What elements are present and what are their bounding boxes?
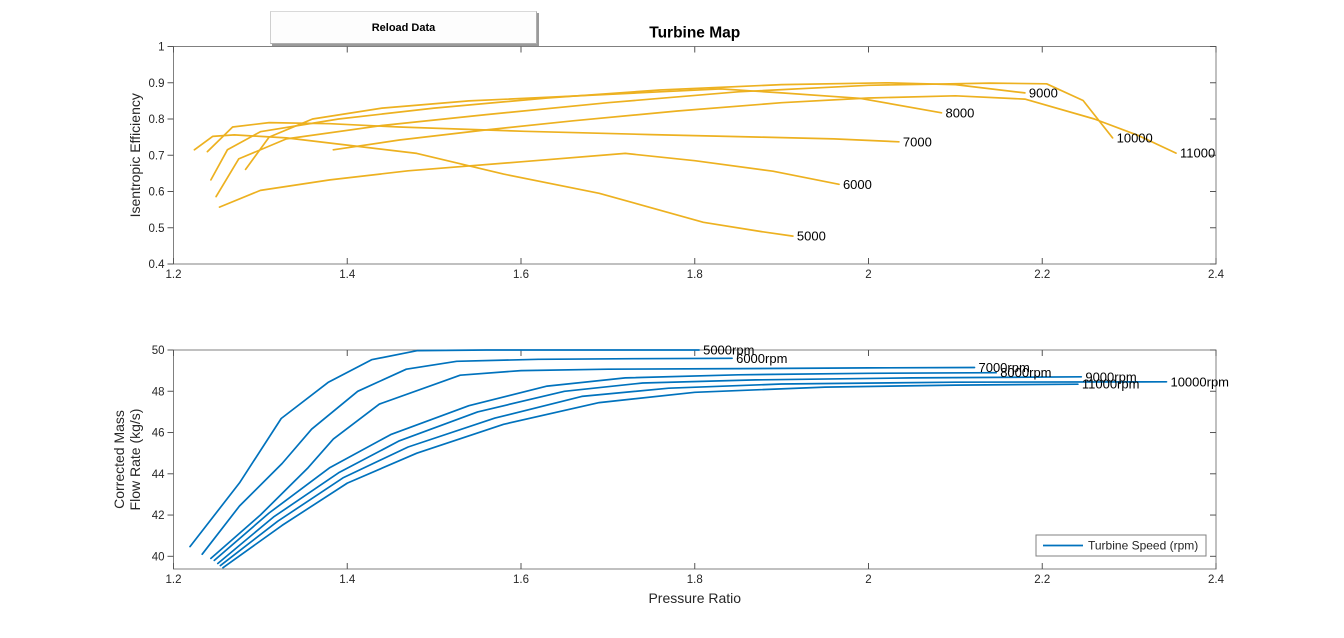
x-tick-label: 2.2 xyxy=(1034,269,1050,281)
curve-label-7000rpm: 7000rpm xyxy=(978,360,1029,375)
curve-label-8000rpm: 8000rpm xyxy=(1000,365,1051,380)
plot-box xyxy=(173,46,1217,265)
curve-label-6000rpm: 6000rpm xyxy=(736,351,787,366)
curve-label-5000rpm: 5000rpm xyxy=(703,343,754,358)
curve-label-7000: 7000 xyxy=(903,134,932,149)
x-tick-label: 1.4 xyxy=(339,574,356,586)
curve-10000rpm xyxy=(219,380,1168,567)
curve-label-10000: 10000 xyxy=(1117,130,1153,145)
y-axis-label: Isentropic Efficiency xyxy=(127,93,143,217)
curve-label-9000rpm: 9000rpm xyxy=(1085,369,1136,384)
x-tick-label: 1.2 xyxy=(166,269,182,281)
curve-6000 xyxy=(218,152,840,208)
curve-8000rpm xyxy=(213,371,998,562)
curve-label-11000rpm: 11000rpm xyxy=(1082,377,1140,392)
x-tick-label: 2.4 xyxy=(1208,269,1225,281)
x-tick-label: 1.6 xyxy=(513,269,529,281)
reload-data-button[interactable]: Reload Data xyxy=(270,11,537,44)
curve-7000rpm xyxy=(210,366,976,560)
curve-9000 xyxy=(210,81,1026,181)
curve-9000rpm xyxy=(216,375,1083,565)
curve-label-8000: 8000 xyxy=(945,105,974,120)
curve-6000rpm xyxy=(201,357,733,556)
x-tick-label: 1.4 xyxy=(339,269,356,281)
y-tick-label: 0.7 xyxy=(149,150,165,162)
curve-10000 xyxy=(215,82,1114,198)
x-tick-label: 1.6 xyxy=(513,574,529,586)
y-tick-label: 0.9 xyxy=(149,78,165,90)
curve-label-11000: 11000 xyxy=(1180,146,1215,161)
x-tick-label: 1.2 xyxy=(166,574,182,586)
y-tick-label: 1 xyxy=(158,42,164,54)
y-tick-label: 40 xyxy=(152,551,165,563)
curve-5000rpm xyxy=(189,349,700,548)
curve-11000 xyxy=(332,94,1177,154)
y-tick-label: 0.4 xyxy=(149,259,166,271)
y-tick-label: 50 xyxy=(152,345,165,357)
y-tick-label: 0.6 xyxy=(149,187,165,199)
x-tick-label: 1.8 xyxy=(687,269,703,281)
x-axis-label: Pressure Ratio xyxy=(648,590,741,606)
y-axis-label: Corrected MassFlow Rate (kg/s) xyxy=(111,409,143,511)
curve-label-9000: 9000 xyxy=(1029,85,1058,100)
legend-label: Turbine Speed (rpm) xyxy=(1088,539,1198,553)
x-tick-label: 2 xyxy=(865,574,871,586)
curve-11000rpm xyxy=(222,383,1079,569)
y-tick-label: 46 xyxy=(152,428,165,440)
x-tick-label: 2.4 xyxy=(1208,574,1225,586)
y-tick-label: 44 xyxy=(152,469,165,481)
y-tick-label: 0.8 xyxy=(149,114,165,126)
plot-title: Turbine Map xyxy=(649,25,740,42)
y-tick-label: 48 xyxy=(152,386,165,398)
curve-7000 xyxy=(206,121,900,153)
curve-label-10000rpm: 10000rpm xyxy=(1170,374,1229,389)
curve-label-6000: 6000 xyxy=(843,177,872,192)
curve-5000 xyxy=(193,134,794,237)
x-tick-label: 2 xyxy=(865,269,871,281)
curve-label-5000: 5000 xyxy=(797,229,826,244)
x-tick-label: 2.2 xyxy=(1034,574,1050,586)
y-tick-label: 42 xyxy=(152,510,165,522)
y-tick-label: 0.5 xyxy=(149,223,165,235)
x-tick-label: 1.8 xyxy=(687,574,703,586)
legend-box xyxy=(1035,534,1207,557)
